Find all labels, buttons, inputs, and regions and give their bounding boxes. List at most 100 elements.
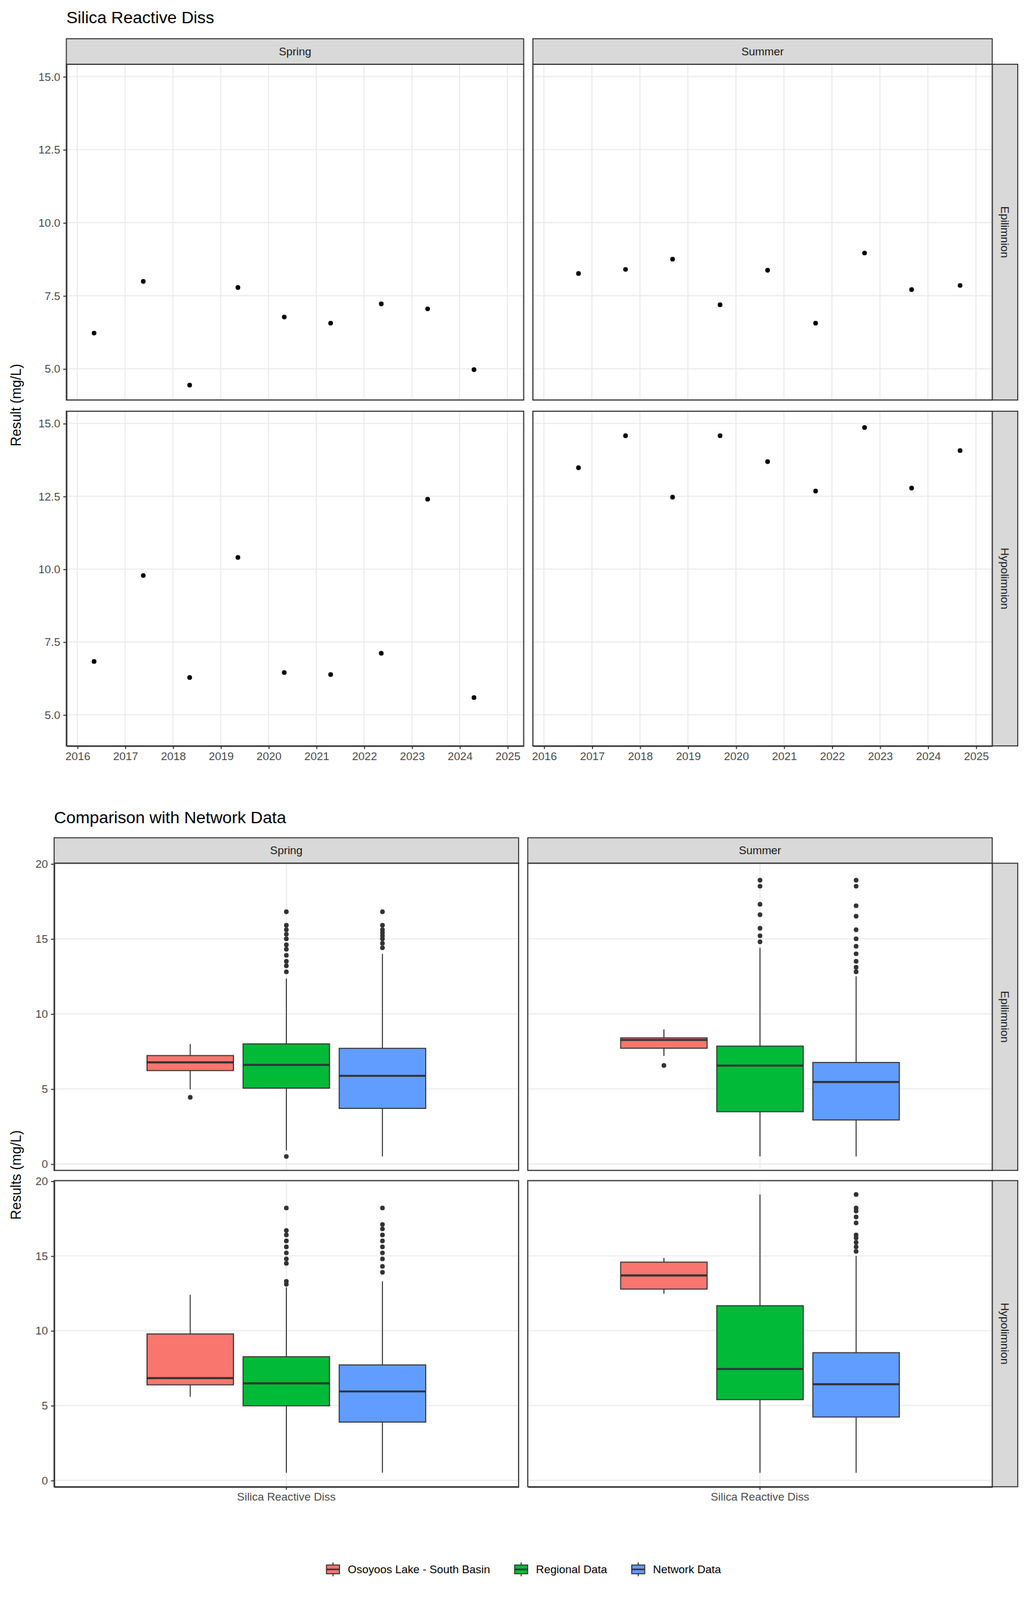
- outlier: [284, 1251, 289, 1256]
- tick-label: 2018: [160, 750, 186, 763]
- strip: [992, 863, 1018, 1171]
- point: [669, 494, 675, 500]
- outlier: [284, 1239, 289, 1244]
- tick-label: 0: [41, 1158, 48, 1171]
- box-body: [147, 1334, 234, 1386]
- grid-line: [285, 863, 288, 1171]
- grid-line: [315, 411, 317, 747]
- grid-line: [591, 411, 593, 747]
- legend-key-median: [514, 1569, 528, 1571]
- legend-item: Network Data: [631, 1563, 722, 1577]
- whisker: [663, 1258, 665, 1263]
- grid-line: [172, 64, 174, 401]
- tick: 5: [41, 1083, 55, 1096]
- legend-key: [514, 1563, 528, 1577]
- whisker: [285, 1088, 288, 1152]
- tick: 5.0: [44, 709, 67, 722]
- tick: 2018: [160, 746, 186, 763]
- outlier: [757, 884, 763, 890]
- grid-line: [411, 64, 413, 401]
- y-axis-title: Results (mg/L): [8, 1130, 24, 1221]
- tick: 2016: [531, 746, 557, 763]
- point: [328, 320, 333, 326]
- median: [812, 1081, 900, 1084]
- tick-label: 2017: [580, 750, 606, 763]
- box-body: [812, 1352, 900, 1418]
- tick-label: 10: [35, 1324, 49, 1338]
- panel-background: [54, 863, 519, 1171]
- grid-line: [759, 863, 761, 1171]
- outlier: [284, 1233, 289, 1239]
- axis: Silica Reactive Diss: [528, 1487, 993, 1505]
- marks: [620, 1192, 900, 1474]
- outlier: [284, 1228, 289, 1234]
- outlier: [379, 1233, 385, 1239]
- tick-label: 2020: [256, 750, 282, 763]
- outlier: [284, 947, 289, 953]
- outlier: [757, 939, 763, 945]
- grid: [66, 411, 524, 747]
- grid: [54, 1180, 519, 1487]
- tick: 0: [41, 1158, 55, 1171]
- grid-line: [220, 64, 222, 401]
- tick-label: 7.5: [44, 635, 61, 649]
- box: [620, 1029, 707, 1068]
- point: [281, 315, 287, 320]
- whisker: [663, 1048, 665, 1057]
- legend-item: Osoyoos Lake - South Basin: [326, 1563, 491, 1577]
- tick-label: 2024: [447, 750, 473, 763]
- point: [717, 302, 723, 308]
- panel-border: [54, 1180, 519, 1487]
- tick-label: 10.0: [38, 563, 61, 576]
- box-body: [339, 1365, 426, 1423]
- point: [235, 555, 241, 561]
- grid: [66, 64, 524, 401]
- outlier: [853, 1236, 859, 1241]
- outlier: [284, 1282, 289, 1288]
- outlier: [284, 942, 289, 948]
- whisker: [759, 1112, 761, 1158]
- point: [378, 301, 384, 307]
- grid-line: [687, 64, 689, 401]
- point: [91, 659, 97, 664]
- strip-label: Hypolimnion: [998, 547, 1012, 610]
- median: [812, 1383, 900, 1386]
- box: [812, 878, 900, 1158]
- tick-label: 12.5: [38, 143, 61, 157]
- marks: [620, 878, 900, 1158]
- grid-line: [591, 64, 593, 401]
- tick: 2021: [304, 746, 330, 763]
- tick-label: 2025: [495, 750, 521, 763]
- tick-label: 5: [41, 1399, 48, 1413]
- tick-label: 10: [35, 1008, 49, 1021]
- grid-line: [76, 64, 79, 401]
- tick: 2021: [771, 746, 797, 763]
- tick: 2018: [628, 746, 654, 763]
- panel: 5.07.510.012.515.0: [38, 64, 524, 401]
- tick: 2019: [209, 746, 235, 763]
- point: [909, 485, 915, 491]
- strip-label: Spring: [278, 45, 311, 58]
- grid-line: [172, 411, 174, 747]
- median: [716, 1065, 804, 1068]
- grid-line: [532, 368, 993, 370]
- panel: Silica Reactive Diss05101520: [35, 1175, 520, 1504]
- tick: 2024: [915, 746, 941, 763]
- tick: 2025: [964, 746, 990, 763]
- tick-label: 7.5: [44, 290, 61, 303]
- axis: 5.07.510.012.515.0: [38, 64, 67, 401]
- outlier: [757, 878, 763, 884]
- grid-line: [66, 76, 524, 78]
- grid-line: [543, 64, 545, 401]
- outlier: [379, 1245, 385, 1250]
- tick: 20: [35, 858, 55, 871]
- grid: [527, 863, 993, 1171]
- legend-key-median: [326, 1569, 340, 1571]
- point: [813, 488, 819, 494]
- outlier: [379, 1239, 385, 1244]
- grid-line: [411, 411, 413, 747]
- legend-key-median: [631, 1569, 645, 1571]
- tick: 2025: [495, 746, 521, 763]
- outlier: [284, 923, 289, 929]
- outlier: [853, 1221, 859, 1227]
